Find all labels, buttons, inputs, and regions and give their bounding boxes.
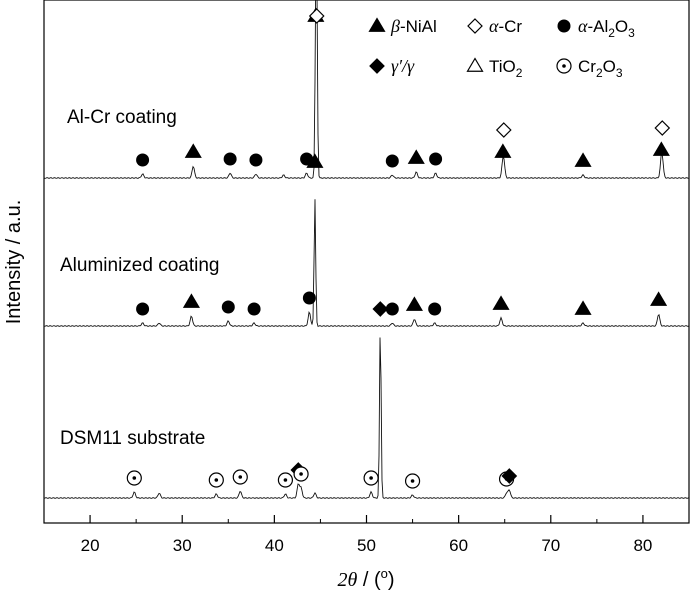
peak-marker-diamond-open (308, 8, 325, 24)
legend-entry: α-Cr (489, 16, 522, 36)
legend: β-NiAl α-Cr α-Al2O3 γ′/γ TiO2 Cr2O3 (368, 16, 635, 80)
peak-marker-diamond-filled (372, 301, 389, 317)
peak-marker-circle-filled (249, 153, 263, 167)
x-axis-label: 2θ / (o) (337, 566, 394, 591)
peak-marker-triangle-filled (182, 293, 200, 308)
peak-marker-diamond-open (654, 120, 671, 136)
peak-marker-dot (238, 475, 243, 479)
x-tick-label: 80 (633, 536, 652, 555)
y-axis-label: Intensity / a.u. (3, 200, 25, 325)
peak-marker-circle-filled (302, 291, 316, 305)
trace-label: Aluminized coating (60, 255, 219, 276)
peak-marker-triangle-filled (650, 291, 668, 306)
trace-line (43, 199, 690, 327)
peak-marker-triangle-filled (306, 153, 324, 168)
x-tick-label: 70 (541, 536, 560, 555)
trace-line (43, 337, 690, 500)
x-tick-label: 50 (357, 536, 376, 555)
peak-marker-triangle-filled (652, 141, 670, 156)
trace-label: Al-Cr coating (67, 107, 177, 128)
legend-marker-diamond-filled (369, 58, 385, 74)
peak-marker-circle-filled (429, 152, 443, 166)
peak-marker-dot (299, 472, 303, 476)
x-axis-ticks: 20 30 40 50 60 70 80 (43, 515, 690, 555)
peak-marker-dot (132, 476, 137, 480)
legend-entry: β-NiAl (390, 16, 437, 36)
peak-marker-triangle-filled (407, 149, 425, 164)
peak-marker-circle-filled (136, 153, 150, 167)
legend-marker-triangle-filled (368, 17, 386, 32)
peak-marker-circle-filled (221, 300, 235, 314)
trace-label: DSM11 substrate (60, 428, 205, 449)
x-axis-label-unit-open: / ( (357, 569, 381, 591)
peak-marker-triangle-filled (574, 152, 592, 167)
peak-marker-circle-filled (428, 302, 442, 316)
legend-entry: Cr2O3 (578, 57, 623, 80)
peak-marker-circle-filled (136, 302, 150, 316)
peak-marker-circle-filled (223, 152, 237, 166)
x-tick-label: 60 (449, 536, 468, 555)
trace-line (43, 0, 690, 179)
legend-entry: TiO2 (489, 57, 523, 80)
legend-entry: α-Al2O3 (578, 16, 635, 40)
legend-marker-triangle-open (466, 57, 484, 72)
x-axis-label-unit-close: ) (388, 569, 395, 591)
peak-marker-dot (283, 478, 288, 482)
peak-marker-circle-filled (385, 302, 399, 316)
legend-marker-circle-filled (557, 19, 571, 33)
legend-marker-diamond-open (467, 18, 483, 34)
diffraction-traces (43, 0, 690, 500)
x-axis-label-unit-sup: o (381, 566, 388, 581)
trace-labels: Al-Cr coating Aluminized coating DSM11 sub… (60, 107, 219, 449)
peak-marker-triangle-filled (184, 143, 202, 158)
legend-entry: γ′/γ (391, 56, 415, 76)
peak-marker-diamond-open (495, 122, 512, 138)
peak-marker-circle-filled (385, 154, 399, 168)
x-axis-label-var: 2θ (337, 569, 357, 591)
peak-marker-triangle-filled (405, 296, 423, 311)
peak-marker-triangle-filled (574, 300, 592, 315)
peak-marker-circle-filled (247, 302, 261, 316)
peak-marker-triangle-filled (494, 143, 512, 158)
legend-marker-dot (562, 64, 566, 68)
peak-marker-dot (369, 476, 373, 480)
peak-markers (126, 7, 671, 489)
peak-marker-dot (410, 479, 415, 483)
peak-marker-diamond-filled (501, 468, 518, 484)
x-tick-label: 40 (265, 536, 284, 555)
x-tick-label: 20 (81, 536, 100, 555)
peak-marker-triangle-filled (492, 295, 510, 310)
x-tick-label: 30 (173, 536, 192, 555)
peak-marker-dot (214, 478, 219, 482)
